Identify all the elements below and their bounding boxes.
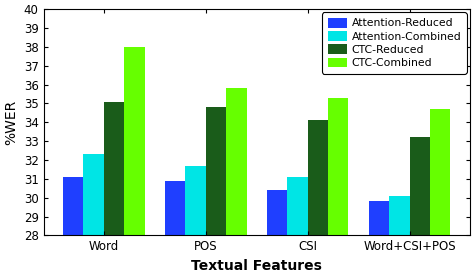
Bar: [83, 154, 104, 277]
Bar: [165, 181, 185, 277]
Bar: [226, 88, 246, 277]
Bar: [430, 109, 450, 277]
Bar: [410, 137, 430, 277]
Bar: [267, 190, 287, 277]
Bar: [185, 166, 206, 277]
Y-axis label: %WER: %WER: [4, 100, 18, 145]
Bar: [104, 102, 124, 277]
Bar: [328, 98, 348, 277]
Bar: [287, 177, 308, 277]
Bar: [206, 107, 226, 277]
X-axis label: Textual Features: Textual Features: [191, 259, 322, 273]
Bar: [308, 120, 328, 277]
Bar: [124, 47, 145, 277]
Bar: [63, 177, 83, 277]
Bar: [369, 201, 389, 277]
Bar: [389, 196, 410, 277]
Legend: Attention-Reduced, Attention-Combined, CTC-Reduced, CTC-Combined: Attention-Reduced, Attention-Combined, C…: [322, 12, 466, 74]
